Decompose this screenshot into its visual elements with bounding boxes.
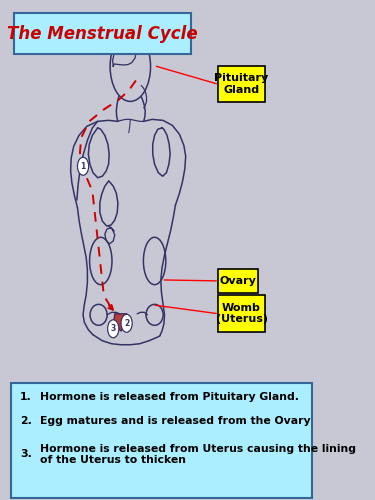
Circle shape <box>108 320 119 338</box>
Text: 2: 2 <box>124 319 129 328</box>
Text: 3: 3 <box>111 324 116 334</box>
FancyBboxPatch shape <box>14 13 191 54</box>
Text: Ovary: Ovary <box>219 276 256 286</box>
Text: Pituitary
Gland: Pituitary Gland <box>214 74 268 95</box>
Text: 1.: 1. <box>20 392 32 402</box>
Circle shape <box>121 314 132 332</box>
Text: 1: 1 <box>80 162 86 170</box>
Text: 2.: 2. <box>20 416 32 426</box>
FancyBboxPatch shape <box>10 383 312 498</box>
FancyBboxPatch shape <box>218 66 266 102</box>
Text: Hormone is released from Pituitary Gland.: Hormone is released from Pituitary Gland… <box>40 392 299 402</box>
FancyBboxPatch shape <box>218 296 266 332</box>
Circle shape <box>78 158 88 175</box>
Text: Womb
(Uterus): Womb (Uterus) <box>216 303 267 324</box>
Text: The Menstrual Cycle: The Menstrual Cycle <box>7 24 198 42</box>
Text: Egg matures and is released from the Ovary: Egg matures and is released from the Ova… <box>40 416 311 426</box>
Polygon shape <box>114 314 127 331</box>
FancyBboxPatch shape <box>218 269 258 293</box>
Text: Hormone is released from Uterus causing the lining
of the Uterus to thicken: Hormone is released from Uterus causing … <box>40 444 356 465</box>
Text: 3.: 3. <box>20 450 32 460</box>
